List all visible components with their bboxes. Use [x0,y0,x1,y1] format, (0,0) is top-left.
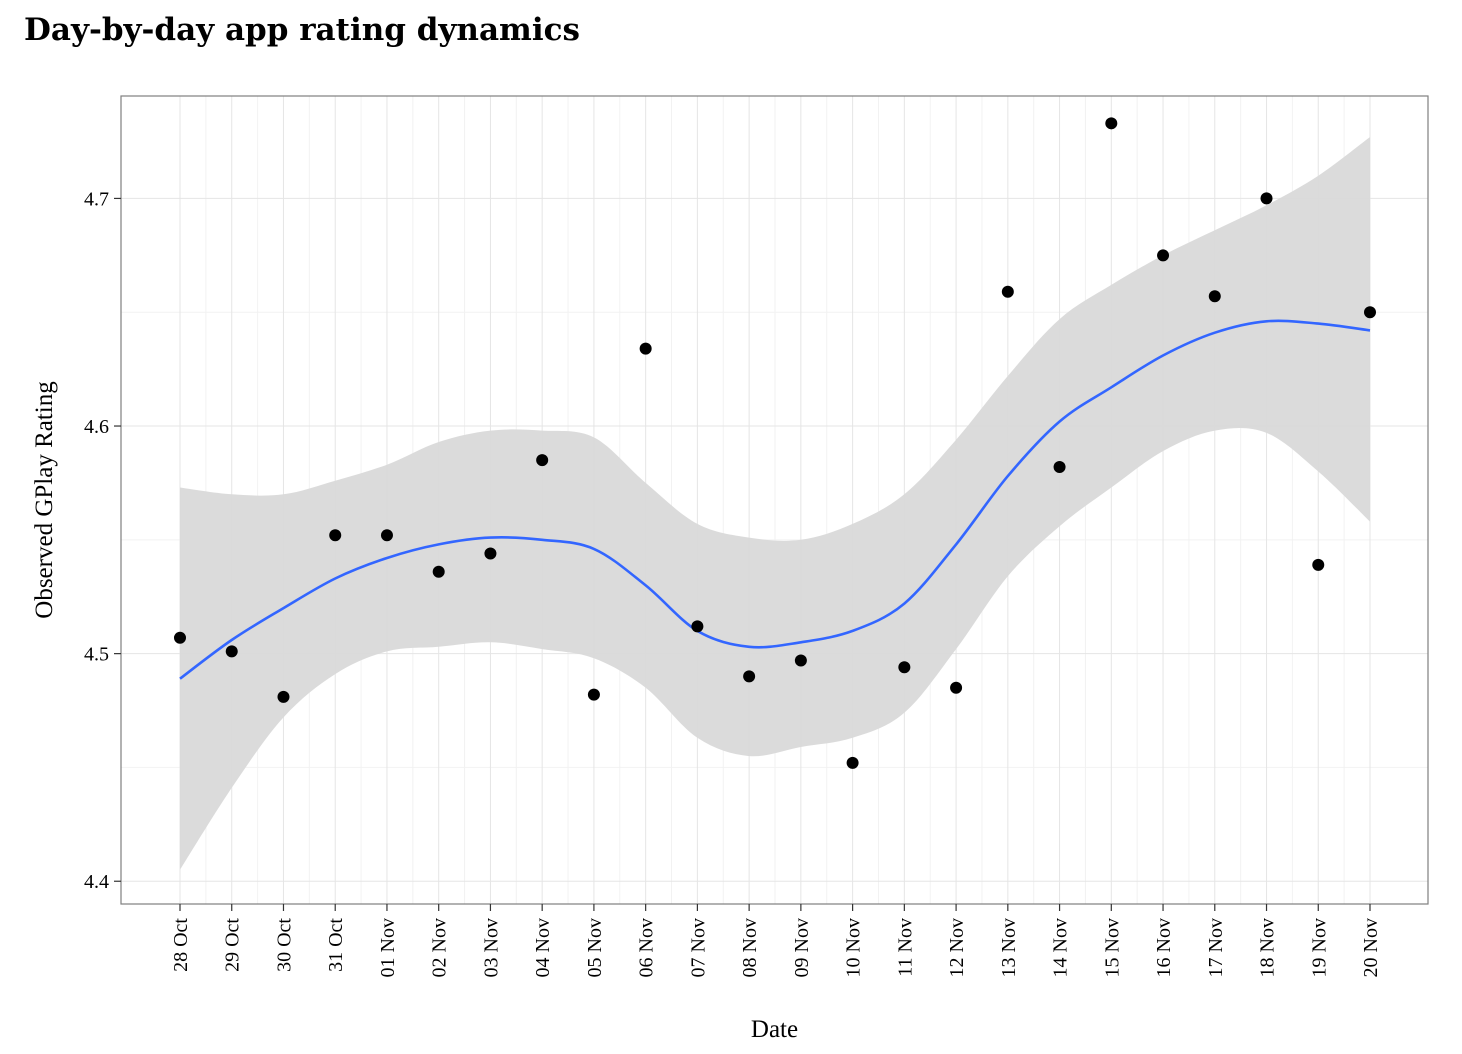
data-point [329,529,342,542]
x-tick-label: 30 Oct [273,918,295,972]
data-point [277,690,290,703]
x-axis-title: Date [751,1016,798,1043]
x-tick-label: 20 Nov [1360,918,1382,977]
x-tick-label: 28 Oct [170,918,192,972]
data-point [1312,558,1325,571]
data-point [691,620,704,633]
x-tick-label: 29 Oct [222,918,244,972]
data-point [536,454,549,467]
data-point [1105,117,1118,130]
chart-title: Day-by-day app rating dynamics [24,12,580,48]
x-tick-label: 02 Nov [429,918,451,977]
x-tick-label: 13 Nov [998,918,1020,977]
x-tick-label: 01 Nov [377,918,399,977]
x-tick-label: 05 Nov [584,918,606,977]
data-point [846,756,859,769]
data-point [587,688,600,701]
smooth-line [179,319,1371,680]
data-point [1001,285,1014,298]
data-point [743,670,756,683]
y-tick-label: 4.7 [84,188,109,210]
x-tick-label: 17 Nov [1205,918,1227,977]
data-point [898,661,911,674]
x-tick-label: 08 Nov [739,918,761,977]
y-tick-label: 4.4 [84,871,109,893]
data-point [174,631,186,644]
x-tick-label: 14 Nov [1050,918,1072,977]
x-tick-label: 10 Nov [843,918,865,977]
x-tick-label: 11 Nov [894,918,916,977]
data-point [432,565,445,578]
data-point [639,342,652,355]
x-tick-label: 12 Nov [946,918,968,977]
data-point [380,529,393,542]
x-tick-label: 15 Nov [1101,918,1123,977]
y-tick-label: 4.5 [84,644,109,666]
y-tick-label: 4.6 [84,416,109,438]
data-point [1208,290,1221,303]
x-tick-label: 09 Nov [791,918,813,977]
data-point [950,681,963,694]
x-tick-label: 04 Nov [532,918,554,977]
x-tick-label: 31 Oct [325,918,347,972]
data-point [1157,249,1170,262]
x-tick-label: 19 Nov [1308,918,1330,977]
y-axis-title: Observed GPlay Rating [31,381,58,619]
data-point [794,654,807,667]
x-tick-label: 16 Nov [1153,918,1175,977]
x-tick-label: 18 Nov [1257,918,1279,977]
data-point [225,645,238,658]
data-point [1364,306,1376,319]
x-tick-label: 03 Nov [480,918,502,977]
data-point [1260,192,1273,205]
confidence-band [180,137,1370,870]
x-tick-label: 06 Nov [636,918,658,977]
data-point [484,547,497,560]
panel-border [120,95,1429,905]
data-point [1053,460,1066,473]
x-tick-label: 07 Nov [687,918,709,977]
